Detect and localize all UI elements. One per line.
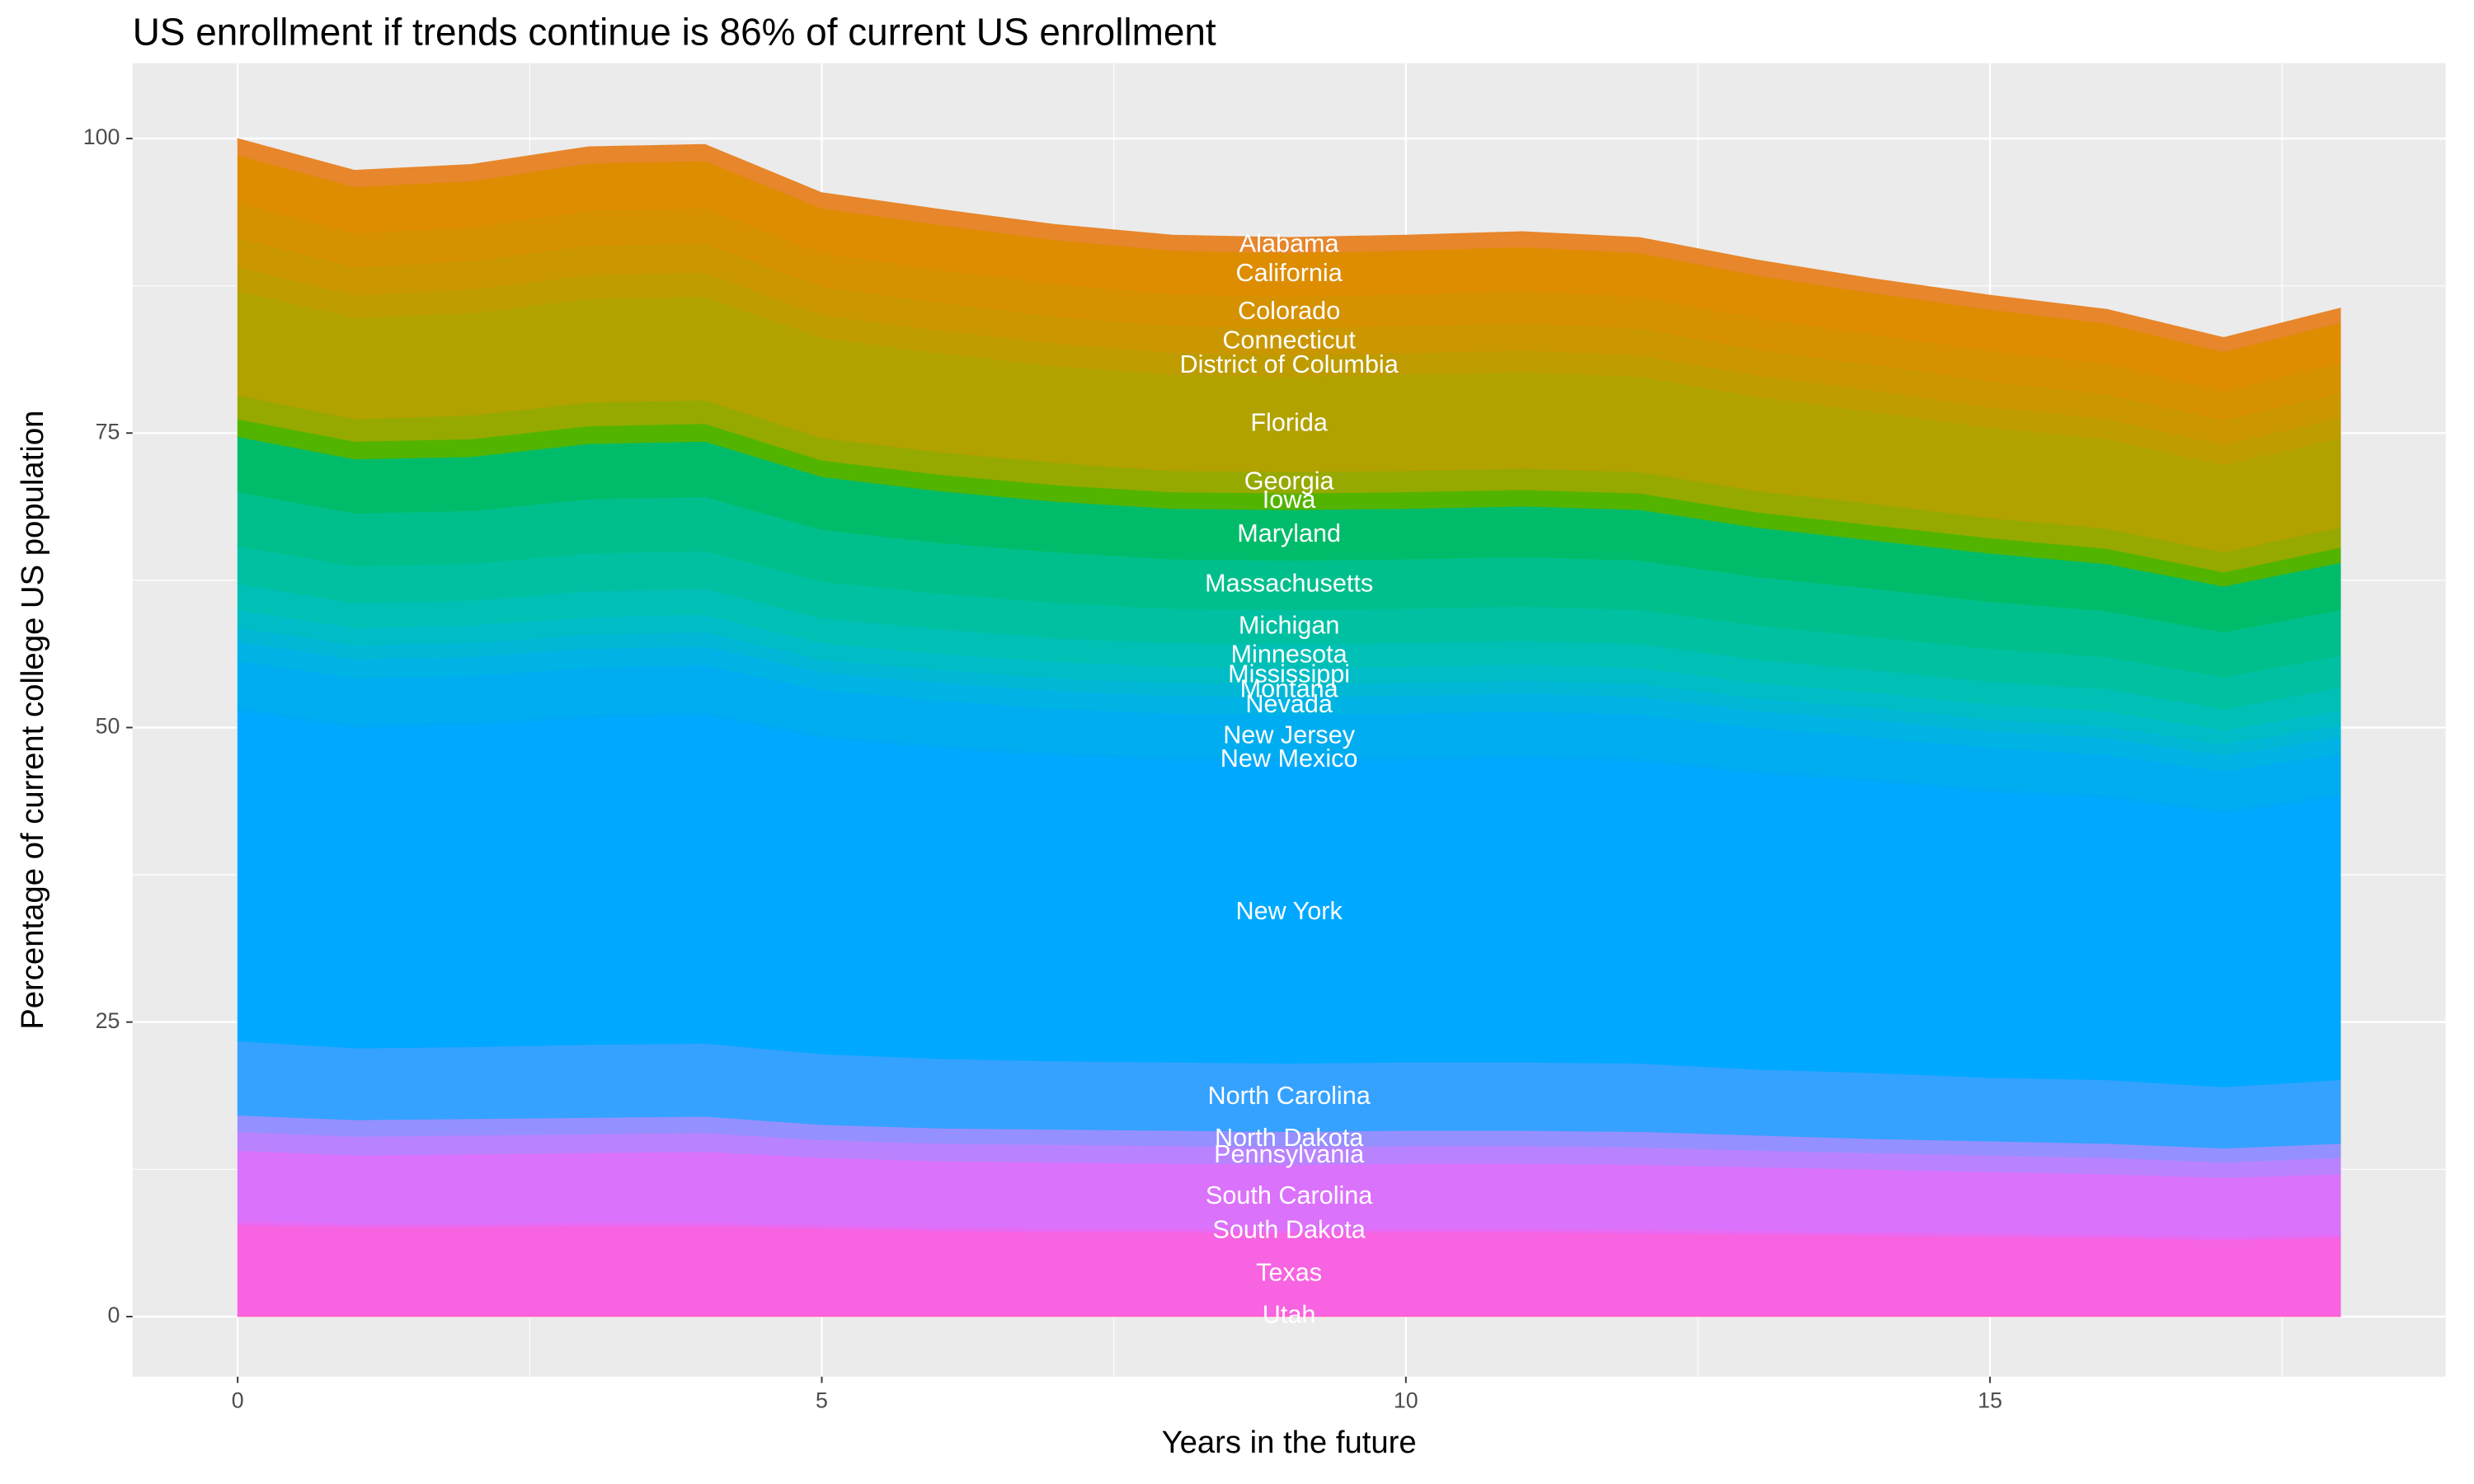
x-tick-label: 0	[232, 1388, 244, 1412]
area-label: New Mexico	[1221, 744, 1358, 773]
area-label: Texas	[1256, 1259, 1322, 1287]
area-label: North Carolina	[1208, 1082, 1371, 1110]
area-label: South Dakota	[1212, 1215, 1366, 1243]
area	[237, 138, 2341, 353]
area-label: Montana	[1240, 675, 1339, 703]
area-label: Alabama	[1239, 229, 1340, 257]
y-axis-title: Percentage of current college US populat…	[15, 411, 50, 1030]
x-tick-label: 10	[1394, 1388, 1418, 1412]
area-label: Georgia	[1244, 467, 1335, 495]
x-tick-label: 5	[816, 1388, 828, 1412]
chart-title: US enrollment if trends continue is 86% …	[133, 10, 1216, 53]
area-label: Utah	[1263, 1300, 1316, 1328]
area-label: Pennsylvania	[1214, 1140, 1365, 1168]
area-label: New York	[1236, 897, 1343, 925]
y-tick-label: 100	[83, 124, 120, 149]
y-tick-label: 25	[96, 1008, 120, 1033]
y-tick-label: 75	[96, 419, 120, 444]
area-label: Michigan	[1239, 611, 1339, 639]
area-label: California	[1236, 259, 1343, 287]
y-tick-label: 0	[108, 1303, 120, 1327]
area-label: New Jersey	[1223, 721, 1356, 749]
y-tick-label: 50	[96, 714, 120, 739]
area-label: Mississippi	[1228, 660, 1350, 688]
area-label: South Carolina	[1206, 1181, 1373, 1209]
area-label: District of Columbia	[1180, 350, 1399, 378]
area-label: Colorado	[1238, 297, 1340, 325]
area-label: Minnesota	[1231, 640, 1348, 668]
x-tick-label: 15	[1978, 1388, 2002, 1412]
area-label: Iowa	[1263, 486, 1317, 514]
area-label: Connecticut	[1222, 326, 1356, 355]
area-label: Massachusetts	[1205, 570, 1373, 598]
x-axis-title: Years in the future	[1162, 1425, 1417, 1460]
area-label: Maryland	[1237, 519, 1341, 547]
area-label: Florida	[1250, 409, 1328, 437]
area-label: North Dakota	[1215, 1124, 1364, 1152]
area-label: Nevada	[1245, 690, 1333, 718]
